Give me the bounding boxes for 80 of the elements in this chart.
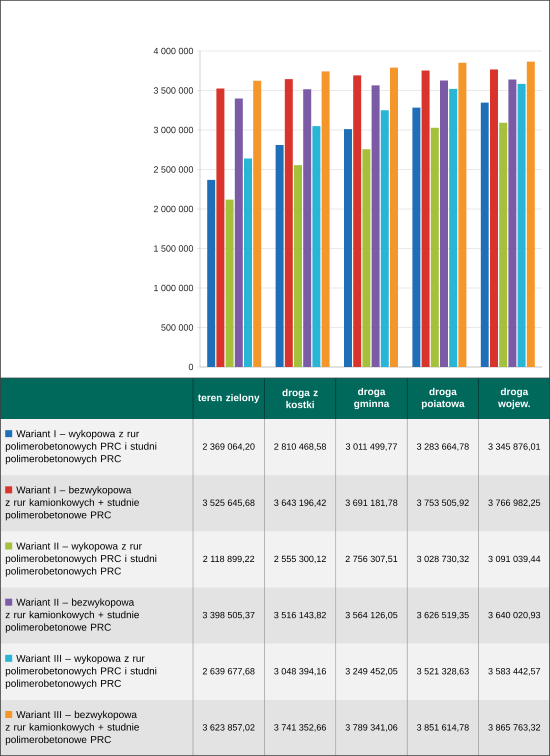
data-label: 3 753 505,92 — [416, 500, 469, 507]
bar — [226, 200, 234, 367]
y-tick-label: 0 — [188, 364, 194, 370]
bar — [344, 129, 352, 367]
bar — [412, 108, 420, 367]
bar — [353, 75, 362, 367]
y-tick-label: 2 500 000 — [154, 166, 194, 173]
bar — [372, 85, 380, 367]
y-tick-label: 500 000 — [161, 324, 194, 331]
bar — [284, 79, 293, 367]
x-tick-label: droga poiatowa — [422, 388, 465, 410]
data-label: 2 369 064,20 — [202, 443, 255, 451]
legend-label: Wariant I – wykopowa z rur polimerobetonowych PRC i studni polimerobetonowych PRC — [6, 430, 156, 464]
data-label: 3 048 394,16 — [274, 668, 326, 676]
data-label: 3 283 664,78 — [416, 443, 469, 451]
data-label: 2 555 300,12 — [274, 556, 326, 564]
bar — [422, 70, 430, 367]
bar — [234, 98, 243, 367]
data-label: 3 091 039,44 — [488, 556, 540, 564]
x-tick-label: droga z kostki — [282, 388, 318, 408]
bar — [440, 80, 448, 367]
y-tick-label: 1 000 000 — [154, 284, 194, 292]
data-label: 3 249 452,05 — [346, 668, 398, 676]
data-label: 3 623 857,02 — [202, 724, 254, 732]
bar — [276, 144, 284, 367]
legend-label: Wariant III – wykopowa z rur polimerobetonowych PRC i studni polimerobetonowych PRC — [6, 654, 156, 689]
data-label: 3 640 020,93 — [488, 612, 540, 620]
data-label: 2 810 468,58 — [274, 443, 326, 451]
data-label: 3 851 614,78 — [416, 724, 469, 732]
data-label: 3 865 763,32 — [488, 724, 540, 732]
y-tick-label: 1 500 000 — [154, 245, 194, 252]
bar — [303, 89, 312, 367]
bar — [430, 128, 439, 367]
data-label: 3 766 982,25 — [488, 500, 540, 507]
y-tick-label: 2 000 000 — [154, 206, 194, 212]
y-tick-label: 3 000 000 — [154, 126, 194, 134]
data-label: 3 398 505,37 — [202, 612, 254, 620]
legend-label: Wariant II – wykopowa z rur polimerobetonowych PRC i studni polimerobetonowych PRC — [6, 542, 156, 577]
bar — [253, 80, 262, 367]
bar — [294, 165, 302, 367]
x-tick-label: teren zielony — [198, 394, 260, 404]
bar — [449, 88, 458, 367]
bar — [312, 126, 320, 367]
data-label: 2 756 307,51 — [346, 556, 398, 564]
data-label: 3 691 181,78 — [346, 500, 398, 507]
bar — [499, 122, 508, 367]
x-tick-label: droga gminna — [354, 388, 390, 410]
data-label: 3 028 730,32 — [416, 556, 469, 564]
data-label: 3 521 328,63 — [416, 668, 469, 676]
x-tick-label: droga wojew. — [498, 388, 530, 410]
data-label: 3 643 196,42 — [274, 500, 326, 507]
data-label: 3 564 126,05 — [346, 612, 398, 620]
data-label: 3 516 143,82 — [274, 612, 326, 620]
data-label: 3 525 645,68 — [202, 500, 255, 507]
data-label: 3 345 876,01 — [488, 443, 540, 451]
legend-label: Wariant III – bezwykopowa z rur kamionkowych + studnie polimerobetonowe PRC — [6, 710, 139, 746]
data-label: 3 789 341,06 — [346, 724, 398, 732]
legend-label: Wariant I – bezwykopowa z rur kamionkowych + studnie polimerobetonowe PRC — [6, 486, 139, 520]
data-label: 3 011 499,77 — [346, 443, 397, 451]
bar — [518, 84, 526, 367]
data-label: 3 626 519,35 — [416, 612, 469, 620]
y-tick-label: 4 000 000 — [154, 48, 194, 54]
bar — [390, 68, 398, 367]
bar — [490, 69, 498, 367]
y-tick-label: 3 500 000 — [154, 87, 194, 94]
data-label: 2 639 677,68 — [202, 668, 255, 676]
legend-label: Wariant II – bezwykopowa z rur kamionkowych + studnie polimerobetonowe PRC — [6, 598, 139, 633]
data-label: 2 118 899,22 — [203, 556, 254, 564]
bar — [458, 62, 466, 367]
bar — [362, 149, 370, 367]
bar — [480, 102, 489, 367]
data-label: 3 583 442,57 — [488, 668, 540, 676]
bar — [216, 88, 224, 367]
bar — [380, 110, 389, 367]
bar — [244, 158, 252, 367]
data-label: 3 741 352,66 — [274, 724, 326, 732]
bar — [526, 62, 535, 367]
bar — [322, 71, 330, 367]
bar — [207, 180, 216, 367]
bar — [508, 79, 516, 367]
